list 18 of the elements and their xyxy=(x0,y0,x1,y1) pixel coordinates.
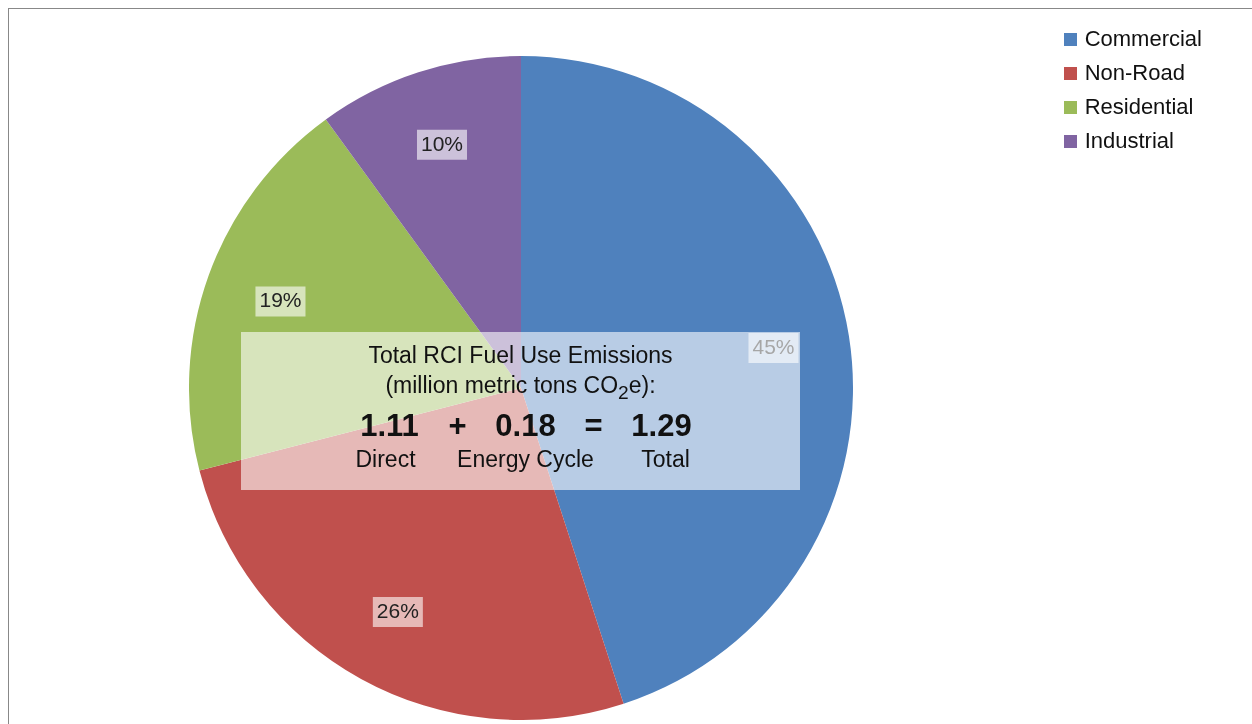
data-label: 45% xyxy=(752,334,795,358)
data-label: 19% xyxy=(259,288,302,312)
text: 1.11 xyxy=(359,407,420,444)
text: Direct xyxy=(354,444,417,474)
text: 1.29 xyxy=(630,407,693,444)
legend-label: Non-Road xyxy=(1084,60,1185,86)
legend-label: Residential xyxy=(1084,94,1194,120)
text: Energy Cycle xyxy=(456,444,595,474)
data-label: 26% xyxy=(376,598,419,622)
text: 0.18 xyxy=(494,407,557,444)
text: = xyxy=(583,407,604,444)
text: Total RCI Fuel Use Emissions xyxy=(368,342,673,368)
data-label: 10% xyxy=(420,131,464,155)
legend-label: Industrial xyxy=(1084,128,1174,154)
text: Total xyxy=(640,444,691,474)
text: (million metric tons CO$_{2}$e): xyxy=(384,371,657,405)
legend-label: Commercial xyxy=(1084,26,1202,52)
text: + xyxy=(447,407,468,444)
